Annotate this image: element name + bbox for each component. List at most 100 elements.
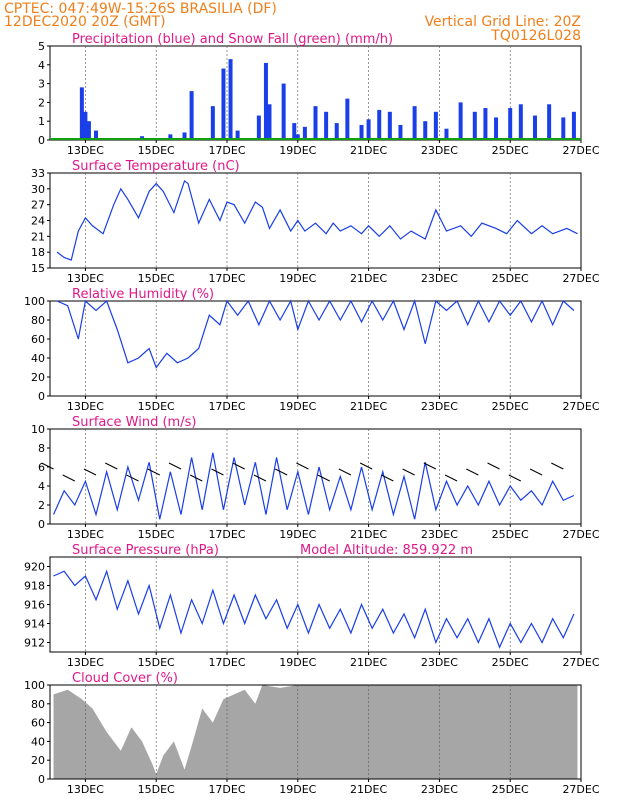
y-tick-label: 100	[24, 295, 45, 308]
wind-arrow	[189, 474, 203, 482]
cloud-cover-area	[53, 685, 578, 779]
temperature-title: Surface Temperature (nC)	[72, 159, 240, 174]
x-tick-label: 13DEC	[67, 400, 104, 413]
wind-arrow	[551, 462, 564, 470]
x-tick-label: 21DEC	[350, 144, 387, 157]
x-tick-label: 19DEC	[279, 656, 316, 669]
date-label: 12DEC2020 20Z (GMT)	[4, 14, 166, 30]
x-tick-label: 21DEC	[350, 656, 387, 669]
y-tick-label: 912	[24, 637, 45, 650]
x-tick-label: 19DEC	[279, 783, 316, 796]
x-tick-label: 27DEC	[562, 144, 599, 157]
wind-arrow	[444, 474, 458, 482]
precip-bar	[168, 134, 173, 140]
y-tick-label: 30	[31, 183, 45, 196]
x-tick-label: 21DEC	[350, 272, 387, 285]
precip-bar	[387, 111, 392, 140]
x-tick-label: 27DEC	[562, 656, 599, 669]
wind-arrow	[423, 462, 437, 470]
precip-bar	[532, 115, 537, 140]
humidity-title: Relative Humidity (%)	[72, 287, 214, 302]
x-tick-label: 17DEC	[208, 528, 245, 541]
y-tick-label: 5	[38, 40, 45, 53]
wind-arrow	[487, 462, 500, 470]
wind-arrow	[126, 474, 139, 482]
y-tick-label: 0	[38, 134, 45, 147]
cloud-frame	[49, 684, 582, 780]
x-tick-label: 17DEC	[208, 144, 245, 157]
wind-arrow	[274, 468, 288, 476]
y-tick-label: 3	[38, 78, 45, 91]
precip-bar	[79, 87, 84, 140]
wind-arrow	[83, 468, 97, 476]
precip-bar	[189, 91, 194, 140]
header: CPTEC: 047:49W-15:26S BRASILIA (DF) 12DE…	[4, 1, 581, 44]
y-tick-label: 33	[31, 167, 45, 180]
wind-arrow	[105, 462, 118, 470]
precip-title: Precipitation (blue) and Snow Fall (gree…	[72, 32, 393, 47]
wind-arrow	[211, 468, 224, 476]
precip-bar	[366, 119, 371, 140]
wind-arrow	[41, 462, 54, 470]
y-tick-label: 27	[31, 199, 45, 212]
y-tick-label: 20	[31, 371, 45, 384]
station-label: CPTEC: 047:49W-15:26S BRASILIA (DF)	[4, 1, 277, 17]
x-tick-label: 13DEC	[67, 528, 104, 541]
wind-arrow	[508, 474, 522, 482]
x-tick-label: 19DEC	[279, 272, 316, 285]
y-tick-label: 24	[31, 215, 45, 228]
y-tick-label: 0	[38, 390, 45, 403]
x-tick-label: 23DEC	[421, 528, 458, 541]
precip-bar	[324, 111, 329, 140]
wind-arrow	[338, 468, 352, 476]
wind-arrow	[62, 474, 76, 482]
precip-bar	[398, 124, 403, 140]
precip-bar	[281, 83, 286, 140]
y-tick-label: 10	[31, 423, 45, 436]
precip-bar	[267, 104, 272, 140]
precip-bar	[359, 124, 364, 140]
y-tick-label: 914	[24, 618, 45, 631]
wind-panel: 0 2 4 6 8 10 13DEC 15DEC 17DEC 19DEC 21DEC 23DEC 25D…	[31, 415, 600, 541]
precip-bar	[423, 121, 428, 140]
y-tick-label: 40	[31, 735, 45, 748]
x-tick-label: 15DEC	[138, 783, 175, 796]
wind-arrow	[168, 462, 182, 470]
x-tick-label: 23DEC	[421, 144, 458, 157]
y-tick-label: 6	[38, 461, 45, 474]
y-tick-label: 60	[31, 333, 45, 346]
wind-arrow	[466, 468, 479, 476]
grid-line-label: Vertical Grid Line: 20Z	[425, 14, 581, 30]
y-tick-label: 0	[38, 773, 45, 786]
x-tick-label: 23DEC	[421, 783, 458, 796]
precip-bar	[235, 130, 240, 140]
precip-bar	[263, 62, 268, 140]
precip-bar	[444, 128, 449, 140]
y-tick-label: 916	[24, 599, 45, 612]
x-tick-label: 27DEC	[562, 783, 599, 796]
x-tick-label: 13DEC	[67, 783, 104, 796]
precip-bar	[412, 106, 417, 140]
precip-bar	[433, 111, 438, 140]
x-tick-label: 25DEC	[492, 783, 529, 796]
temperature-frame	[49, 172, 582, 269]
y-tick-label: 8	[38, 442, 45, 455]
y-tick-label: 0	[38, 518, 45, 531]
humidity-frame	[49, 300, 582, 397]
x-tick-label: 25DEC	[492, 528, 529, 541]
wind-arrow	[296, 462, 309, 470]
x-tick-label: 17DEC	[208, 400, 245, 413]
y-tick-label: 918	[24, 580, 45, 593]
x-tick-label: 15DEC	[138, 656, 175, 669]
x-tick-label: 15DEC	[138, 400, 175, 413]
y-tick-label: 920	[24, 561, 45, 574]
precip-bar	[182, 132, 187, 140]
cloud-panel: 0 20 40 60 80 100 13DEC 15DEC 17DEC 19DEC 21DEC 23D…	[24, 671, 600, 796]
precip-bar	[313, 106, 318, 140]
wind-arrow	[381, 474, 394, 482]
precip-bar	[221, 68, 226, 140]
x-tick-label: 17DEC	[208, 272, 245, 285]
humidity-series-line	[56, 298, 575, 369]
precip-bar	[292, 123, 297, 140]
